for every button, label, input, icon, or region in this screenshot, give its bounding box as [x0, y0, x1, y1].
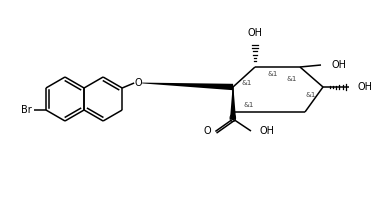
Text: OH: OH [358, 82, 373, 92]
Text: O: O [134, 78, 142, 88]
Text: Br: Br [21, 105, 32, 115]
Text: &1: &1 [268, 71, 278, 77]
Text: &1: &1 [306, 92, 316, 98]
Text: OH: OH [260, 126, 275, 136]
Text: O: O [228, 114, 236, 124]
Text: O: O [203, 126, 211, 136]
Text: &1: &1 [287, 76, 297, 82]
Text: &1: &1 [244, 102, 254, 108]
Polygon shape [142, 83, 233, 90]
Text: OH: OH [248, 28, 262, 38]
Text: &1: &1 [242, 80, 252, 86]
Text: OH: OH [332, 60, 347, 70]
Polygon shape [230, 87, 236, 119]
